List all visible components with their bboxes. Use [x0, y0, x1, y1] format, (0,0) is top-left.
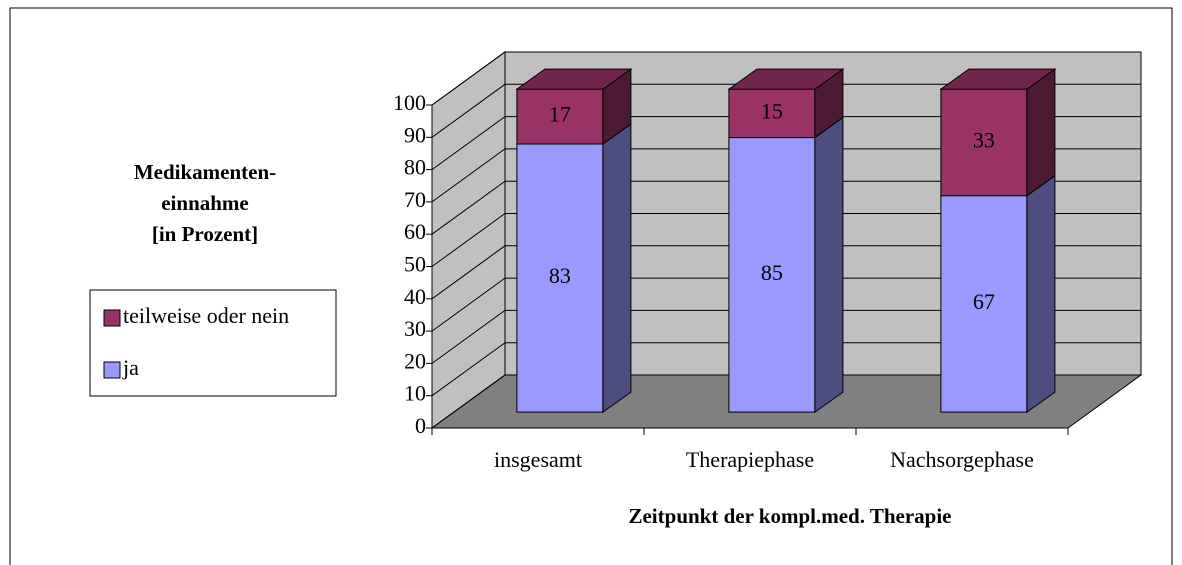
- bar-side: [1026, 68, 1056, 197]
- value-label: 85: [761, 260, 783, 285]
- legend-label: teilweise oder nein: [123, 303, 289, 328]
- value-label: 15: [761, 98, 783, 123]
- x-tick-label: Nachsorgephase: [890, 447, 1034, 472]
- bar-front: [516, 143, 604, 413]
- x-tick-label: Therapiephase: [686, 447, 814, 472]
- y-axis-label: [in Prozent]: [152, 222, 258, 246]
- x-axis-label: Zeitpunkt der kompl.med. Therapie: [628, 504, 951, 528]
- y-tick-label: 0: [415, 413, 426, 438]
- grid-line: [431, 342, 1141, 397]
- grid-line: [431, 180, 1141, 235]
- bar-side: [814, 116, 844, 414]
- grid-line: [431, 277, 1141, 332]
- grid-line: [431, 116, 1141, 171]
- y-tick-label: 40: [404, 284, 426, 309]
- legend-label: ja: [122, 355, 139, 380]
- value-label: 17: [549, 102, 571, 127]
- frame: [9, 7, 1173, 565]
- y-tick-label: 100: [393, 90, 426, 115]
- grid-line: [431, 213, 1141, 267]
- y-tick-label: 80: [404, 155, 426, 180]
- x-tick-label: insgesamt: [494, 447, 582, 472]
- value-label: 67: [973, 289, 995, 314]
- bar-top: [515, 68, 633, 90]
- value-label: 83: [549, 263, 571, 288]
- value-label: 33: [973, 127, 995, 152]
- y-axis-label: einnahme: [161, 191, 249, 215]
- bar-side: [602, 123, 632, 414]
- bar-front: [728, 88, 816, 139]
- grid-line: [431, 51, 1141, 106]
- y-tick-label: 50: [404, 252, 426, 277]
- bar-side: [1026, 174, 1056, 414]
- y-tick-label: 30: [404, 316, 426, 341]
- y-tick-label: 70: [404, 187, 426, 212]
- legend-swatch: [103, 361, 121, 379]
- grid-line: [431, 374, 1141, 429]
- y-axis-label: Medikamenten-: [134, 160, 276, 184]
- legend-box: [89, 289, 337, 397]
- y-tick-label: 20: [404, 348, 426, 373]
- grid-line: [431, 83, 1141, 138]
- grid-line: [431, 148, 1141, 203]
- legend-swatch: [103, 309, 121, 327]
- grid-line: [431, 245, 1141, 300]
- bar-top: [939, 68, 1057, 90]
- y-tick-label: 90: [404, 122, 426, 147]
- bar-top: [727, 68, 845, 90]
- y-tick-label: 10: [404, 381, 426, 406]
- grid-line: [431, 309, 1141, 364]
- y-tick-label: 60: [404, 219, 426, 244]
